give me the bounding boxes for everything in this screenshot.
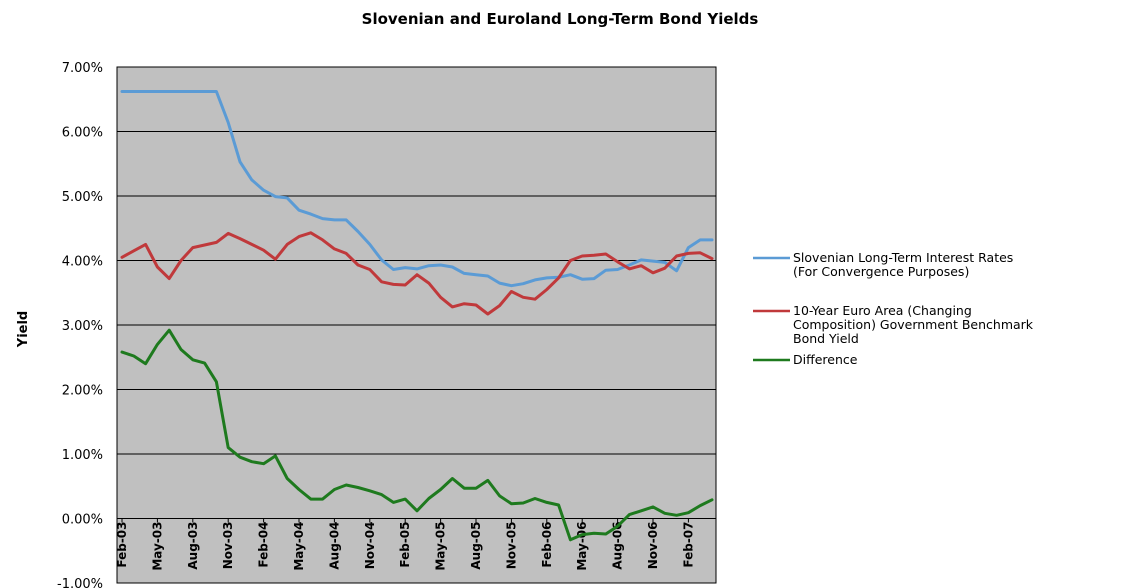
y-tick-label: 4.00% — [62, 255, 103, 270]
legend-label: (For Convergence Purposes) — [793, 264, 969, 279]
legend: Slovenian Long-Term Interest Rates(For C… — [753, 250, 1034, 367]
x-tick-label: May-05 — [434, 522, 448, 571]
x-tick-label: Feb-03 — [115, 522, 129, 568]
chart-title: Slovenian and Euroland Long-Term Bond Yi… — [362, 10, 759, 28]
x-tick-label: Feb-04 — [257, 522, 271, 568]
x-tick-label: Nov-05 — [504, 522, 518, 570]
x-tick-label: Feb-07 — [681, 522, 695, 568]
x-tick-label: Nov-03 — [221, 522, 235, 570]
y-tick-label: 2.00% — [62, 384, 103, 399]
y-tick-label: 7.00% — [62, 61, 103, 76]
gridlines — [117, 131, 716, 519]
y-tick-label: -1.00% — [57, 577, 103, 588]
legend-label: Bond Yield — [793, 331, 859, 346]
series-lines — [120, 90, 714, 542]
x-tick-label: Aug-03 — [186, 522, 200, 570]
x-tick-label: Aug-05 — [469, 522, 483, 570]
series-line-2 — [120, 231, 714, 316]
x-tick-label: May-06 — [575, 522, 589, 571]
x-tick-label: Nov-06 — [646, 522, 660, 570]
x-tick-label: May-04 — [292, 522, 306, 571]
legend-label: Slovenian Long-Term Interest Rates — [793, 250, 1013, 265]
legend-label: 10-Year Euro Area (Changing — [793, 303, 972, 318]
x-tick-label: Feb-06 — [540, 522, 554, 568]
x-tick-label: Feb-05 — [398, 522, 412, 568]
y-tick-label: 0.00% — [62, 513, 103, 528]
y-axis: -1.00% 0.00% 1.00% 2.00% 3.00% 4.00% 5.00% 6.00… — [57, 61, 103, 588]
y-tick-label: 3.00% — [62, 319, 103, 334]
y-axis-label: Yield — [16, 311, 31, 348]
x-axis: Feb-03 May-03 Aug-03 Nov-03 Feb-04 May-04 Aug-… — [115, 518, 695, 571]
x-tick-label: Aug-04 — [327, 522, 341, 570]
series-line-3 — [120, 328, 714, 542]
legend-label: Composition) Government Benchmark — [793, 317, 1034, 332]
legend-label: Difference — [793, 352, 858, 367]
y-tick-label: 1.00% — [62, 448, 103, 463]
y-tick-label: 5.00% — [62, 190, 103, 205]
x-tick-label: Aug-06 — [611, 522, 625, 570]
y-tick-label: 6.00% — [62, 126, 103, 141]
series-line-1 — [120, 90, 714, 288]
x-tick-label: May-03 — [150, 522, 164, 571]
x-tick-label: Nov-04 — [363, 522, 377, 570]
